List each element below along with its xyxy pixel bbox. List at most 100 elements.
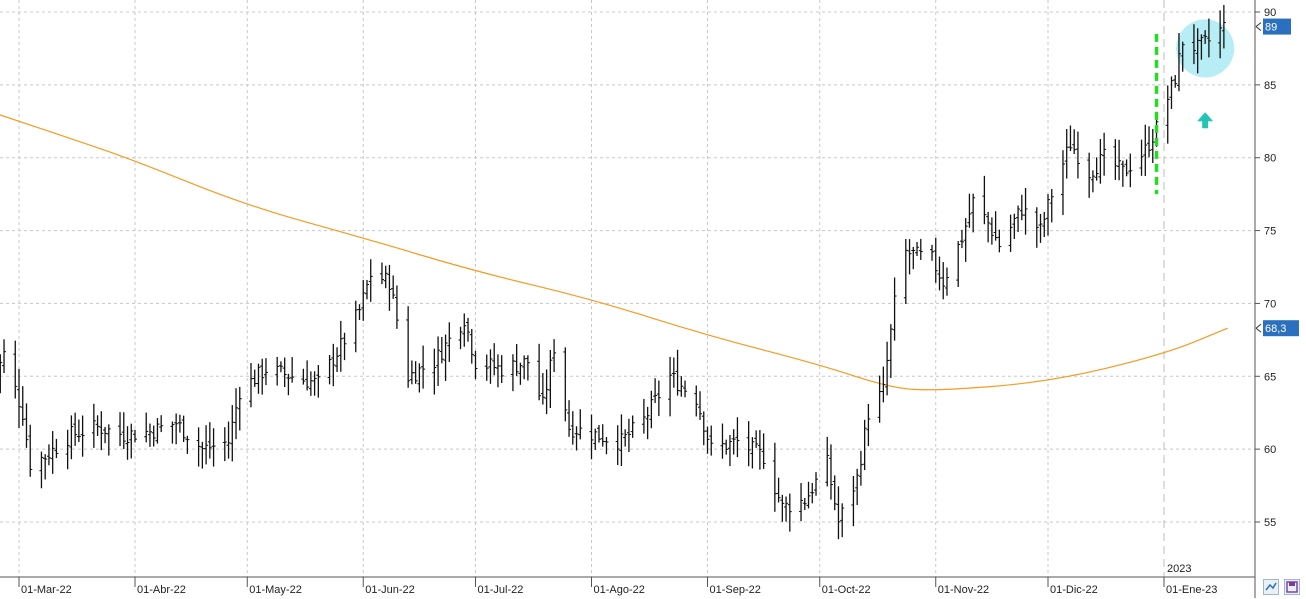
ohlc-bar <box>308 371 313 396</box>
ohlc-bar <box>50 431 55 474</box>
ohlc-bar <box>915 241 920 256</box>
ohlc-bar <box>877 375 882 423</box>
ohlc-bar <box>727 434 732 467</box>
ohlc-bar <box>1113 139 1118 180</box>
ohlc-bar <box>421 345 426 389</box>
x-tick-label: 01-Abr-22 <box>137 584 186 596</box>
ohlc-bar <box>28 424 33 477</box>
ohlc-bar <box>522 355 527 380</box>
price-tag-label: 68,3 <box>1265 323 1286 335</box>
x-tick-label: 01-Nov-22 <box>938 584 989 596</box>
ohlc-bar <box>780 494 785 522</box>
moving-average-series <box>0 114 1228 391</box>
ohlc-bar <box>937 256 942 291</box>
annotations <box>1154 33 1214 195</box>
ohlc-bar <box>567 400 572 437</box>
ohlc-bar <box>91 403 96 448</box>
ohlc-bar <box>1016 205 1021 233</box>
x-tick-label: 01-Ago-22 <box>594 584 645 596</box>
ohlc-bar <box>1180 41 1185 72</box>
ohlc-bar <box>1195 28 1200 74</box>
ohlc-bar <box>417 363 422 393</box>
ohlc-bar <box>196 427 201 467</box>
ohlc-bar <box>151 425 156 447</box>
ohlc-bar <box>623 429 628 447</box>
ohlc-bar <box>13 340 18 399</box>
y-tick-label: 55 <box>1264 517 1276 529</box>
ohlc-bar <box>211 428 216 467</box>
ohlc-bar <box>918 238 923 260</box>
ohlc-bar <box>492 343 497 376</box>
ohlc-bar <box>993 211 998 241</box>
ohlc-bar <box>316 365 321 398</box>
ohlc-bar <box>649 390 654 429</box>
ohlc-bar <box>181 415 186 443</box>
ohlc-bar <box>757 430 762 470</box>
ohlc-bar <box>855 468 860 506</box>
ohlc-bar <box>1191 24 1196 65</box>
ohlc-bar <box>177 414 182 433</box>
ohlc-bar <box>54 438 59 459</box>
ohlc-bar <box>1169 76 1174 109</box>
ohlc-bar <box>342 332 347 361</box>
y-tick-label: 75 <box>1264 226 1276 238</box>
y-tick-label: 65 <box>1264 371 1276 383</box>
ohlc-bar <box>1143 124 1148 177</box>
price-tag-label: 89 <box>1265 22 1277 34</box>
ohlc-bar <box>967 193 972 228</box>
ohlc-bar <box>574 426 579 451</box>
ohlc-bar <box>159 415 164 433</box>
ohlc-bar <box>1124 159 1129 177</box>
ohlc-bar <box>563 347 568 422</box>
ohlc-bar <box>656 380 661 417</box>
ohlc-bar <box>1038 213 1043 243</box>
ohlc-bar <box>1060 150 1065 216</box>
ohlc-bar <box>1019 194 1024 221</box>
ohlc-bar <box>589 414 594 460</box>
ohlc-bar <box>144 412 149 443</box>
ohlc-bar <box>1221 4 1226 49</box>
ohlc-bar <box>286 373 291 396</box>
ohlc-bar <box>600 424 605 447</box>
ohlc-bar <box>694 385 699 417</box>
ohlc-bar <box>814 472 819 496</box>
ohlc-bar <box>331 343 336 387</box>
ohlc-bar <box>997 229 1002 253</box>
x-tick-label: 01-Ene-23 <box>1166 584 1217 596</box>
price-tag <box>1263 320 1299 337</box>
ohlc-bar <box>776 477 781 503</box>
ohlc-bar <box>364 279 369 300</box>
ohlc-bar <box>1046 194 1051 236</box>
ohlc-bar <box>799 483 804 522</box>
x-tick-label: 01-Dic-22 <box>1050 584 1098 596</box>
ohlc-bar <box>832 475 837 511</box>
price-tag <box>1263 18 1291 35</box>
ohlc-bar <box>548 349 553 408</box>
ohlc-bar <box>806 481 811 509</box>
ohlc-bar <box>17 368 21 429</box>
ohlc-bar <box>147 423 152 447</box>
ohlc-bar <box>1117 139 1122 181</box>
x-tick-label: 01-Sep-22 <box>709 584 760 596</box>
ohlc-bar <box>462 313 467 347</box>
ohlc-bar <box>234 388 239 440</box>
ohlc-bar <box>129 423 134 459</box>
zoom-button[interactable] <box>1263 579 1279 595</box>
ohlc-bar <box>956 241 961 288</box>
ohlc-bar <box>103 426 108 444</box>
ohlc-bar <box>525 355 530 381</box>
ohlc-bar <box>290 357 295 383</box>
ohlc-bar <box>851 475 856 527</box>
ohlc-bar <box>668 356 673 417</box>
ohlc-bar <box>39 451 44 489</box>
ohlc-bar <box>275 356 280 386</box>
ohlc-bar <box>1068 125 1073 152</box>
ohlc-bar <box>888 324 893 378</box>
ohlc-bar <box>1120 160 1125 187</box>
ohlc-bar <box>724 439 729 455</box>
ohlc-bar <box>933 237 938 283</box>
ohlc-bar <box>458 326 463 350</box>
ohlc-bar <box>338 320 343 372</box>
ohlc-bar <box>858 450 863 486</box>
save-button[interactable] <box>1284 579 1300 595</box>
